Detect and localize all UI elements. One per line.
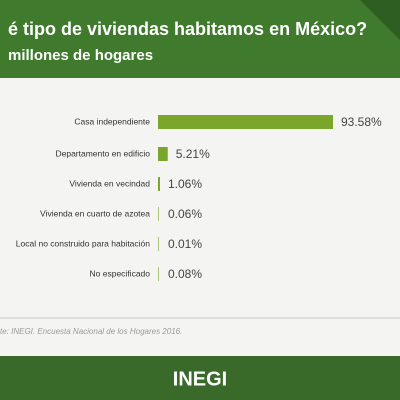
chart-subtitle: millones de hogares [8,47,153,64]
value-label: 93.58% [341,115,382,129]
bar [158,267,159,281]
chart-title: é tipo de viviendas habitamos en México? [8,19,367,39]
source: te: INEGI. Encuesta Nacional de los Hoga… [0,327,182,336]
header-band [0,0,400,78]
category-label: Local no construido para habitación [16,238,150,248]
bar [158,237,159,251]
bar [158,115,333,129]
category-label: Vivienda en vecindad [69,178,150,188]
header-corner [360,0,400,40]
bar [158,177,160,191]
category-label: Casa independiente [74,116,150,126]
value-label: 0.06% [168,207,202,221]
value-label: 5.21% [176,147,210,161]
category-label: No especificado [90,268,151,278]
bar [158,207,159,221]
footer-band [0,356,400,400]
logo: INEGI [173,368,227,390]
category-label: Vivienda en cuarto de azotea [40,208,150,218]
value-label: 0.08% [168,267,202,281]
category-label: Departamento en edificio [55,148,150,158]
value-label: 0.01% [168,237,202,251]
value-label: 1.06% [168,177,202,191]
bar [158,147,168,161]
